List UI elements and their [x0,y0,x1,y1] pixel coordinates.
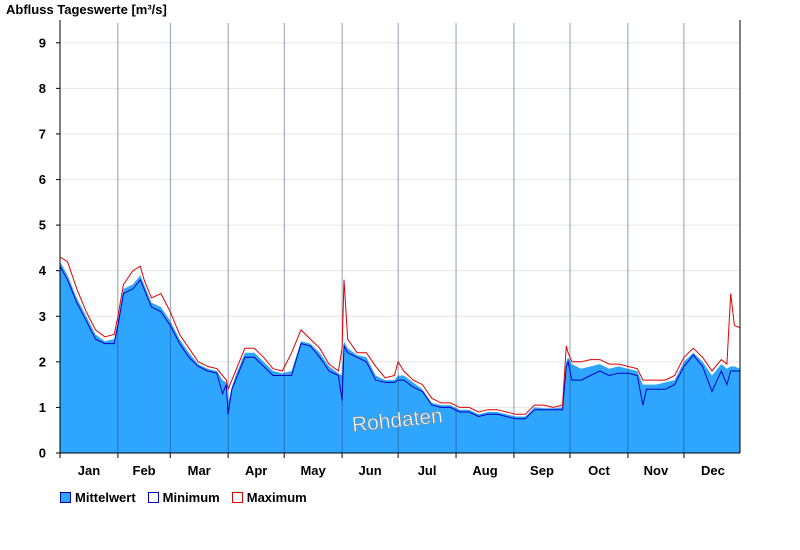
legend-item-mean: Mittelwert [60,490,136,505]
legend-item-min: Minimum [147,490,220,505]
x-tick-label: Apr [245,463,267,478]
y-tick-label: 2 [39,354,46,369]
x-tick-label: Sep [530,463,554,478]
min-swatch-icon [147,492,159,503]
y-tick-label: 3 [39,309,46,324]
y-tick-label: 5 [39,218,46,233]
series-line-maximum [59,256,741,415]
mean-swatch-icon [60,492,71,503]
x-tick-label: Dec [701,463,725,478]
x-tick-label: Jun [359,463,382,478]
max-swatch-icon [231,492,243,503]
x-tick-label: Mar [188,463,211,478]
series-line-minimum [59,265,740,420]
y-tick-label: 1 [39,400,46,415]
legend-label-min: Minimum [162,490,220,505]
y-tick-label: 9 [39,35,46,50]
legend-item-max: Maximum [231,490,307,505]
x-tick-label: Jan [78,463,100,478]
legend: Mittelwert Minimum Maximum [60,490,319,505]
y-tick-label: 7 [39,126,46,141]
chart-title: Abfluss Tageswerte [m³/s] [6,2,167,17]
y-tick-label: 6 [39,172,46,187]
x-tick-label: May [300,463,326,478]
y-tick-label: 8 [39,81,46,96]
x-tick-label: Feb [133,463,156,478]
legend-label-mean: Mittelwert [75,490,136,505]
y-tick-label: 4 [39,263,47,278]
x-tick-label: Oct [588,463,610,478]
x-tick-label: Nov [644,463,669,478]
x-tick-label: Jul [418,463,437,478]
legend-label-max: Maximum [246,490,307,505]
x-tick-label: Aug [472,463,497,478]
y-tick-label: 0 [39,446,46,461]
